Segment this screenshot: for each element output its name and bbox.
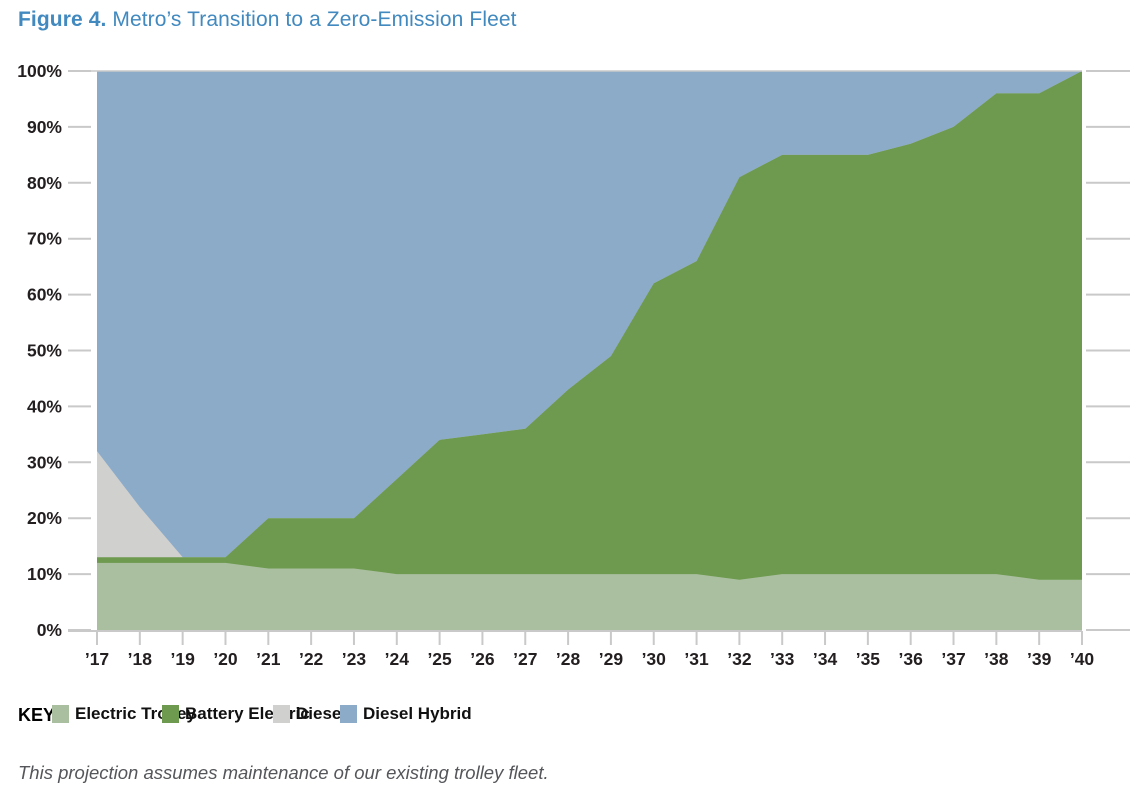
figure-title: Figure 4. Metro’s Transition to a Zero-E…: [18, 8, 517, 32]
x-axis-label: ’29: [599, 649, 624, 669]
stacked-area-chart: 0% 10% 20% 30% 40% 50% 60% 70% 80% 90% 100% ’17 ’18 ’…: [17, 61, 1130, 669]
figure-title-text: Metro’s Transition to a Zero-Emission Fl…: [106, 8, 517, 31]
x-axis-label: ’34: [813, 649, 838, 669]
y-axis-label: 10%: [27, 564, 62, 584]
x-axis-label: ’36: [899, 649, 924, 669]
y-axis-label: 60%: [27, 285, 62, 305]
x-axis-label: ’26: [470, 649, 495, 669]
y-axis-label: 100%: [17, 61, 62, 81]
legend-item-diesel-hybrid: Diesel Hybrid: [340, 703, 472, 725]
x-axis-label: ’24: [385, 649, 410, 669]
figure-caption: This projection assumes maintenance of o…: [18, 762, 549, 783]
y-axis-label: 80%: [27, 173, 62, 193]
y-axis-label: 30%: [27, 452, 62, 472]
electric-trolley-swatch: [52, 705, 69, 723]
diesel-hybrid-swatch: [340, 705, 357, 723]
area-battery-electric: [97, 71, 1082, 630]
y-axis-label: 40%: [27, 396, 62, 416]
y-axis-label: 70%: [27, 229, 62, 249]
y-axis-label: 0%: [37, 620, 63, 640]
x-axis-label: ’20: [213, 649, 238, 669]
x-axis-label: ’23: [342, 649, 367, 669]
x-axis-label: ’21: [256, 649, 281, 669]
x-axis-label: ’27: [513, 649, 537, 669]
chart-legend: KEY: Electric Trolley Battery Electric D…: [0, 702, 1146, 726]
legend-item-diesel: Diesel: [273, 703, 346, 725]
x-axis-label: ’30: [642, 649, 667, 669]
x-axis-label: ’40: [1070, 649, 1095, 669]
area-electric-trolley: [97, 562, 1082, 630]
x-axis-label: ’25: [427, 649, 452, 669]
battery-electric-swatch: [162, 705, 179, 723]
x-axis-label: ’31: [684, 649, 709, 669]
x-axis-label: ’22: [299, 649, 324, 669]
x-axis-label: ’18: [128, 649, 153, 669]
x-axis-label: ’17: [85, 649, 109, 669]
x-axis-label: ’35: [856, 649, 881, 669]
legend-label-diesel-hybrid: Diesel Hybrid: [363, 704, 472, 723]
diesel-swatch: [273, 705, 290, 723]
x-axis-label: ’37: [941, 649, 965, 669]
x-axis-label: ’19: [170, 649, 195, 669]
x-axis-label: ’38: [984, 649, 1009, 669]
x-axis-label: ’32: [727, 649, 752, 669]
x-axis-label: ’28: [556, 649, 581, 669]
x-axis-label: ’39: [1027, 649, 1052, 669]
legend-key-label: KEY:: [18, 705, 60, 725]
y-axis-label: 50%: [27, 341, 62, 361]
y-axis-label: 20%: [27, 508, 62, 528]
y-axis-label: 90%: [27, 117, 62, 137]
figure-title-prefix: Figure 4.: [18, 8, 107, 31]
legend-label-diesel: Diesel: [296, 704, 347, 723]
x-axis-label: ’33: [770, 649, 795, 669]
